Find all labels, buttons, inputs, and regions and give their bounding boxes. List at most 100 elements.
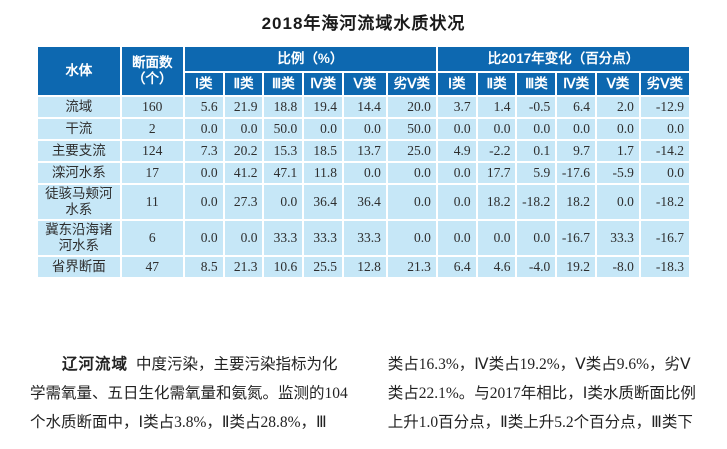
cell-num: 18.2 [475,183,518,221]
header-change-group: 比2017年变化（百分点） [435,45,692,73]
table-row: 流域 160 5.6 21.9 18.8 19.4 14.4 20.0 3.7 1.4 -0.5 6.… [36,95,692,119]
table-row: 干流 2 0.0 0.0 50.0 0.0 0.0 50.0 0.0 0.0 0.0 0.0 0.0 0.… [36,117,692,141]
cell-num: 0.0 [302,117,344,141]
text-line: 学需氧量、五日生化需氧量和氨氮。监测的104 [30,385,348,402]
cell-name: 流域 [36,95,122,119]
cell-num: 0.0 [182,117,225,141]
cell-num: 0.0 [515,117,558,141]
cell-num: 18.2 [555,183,598,221]
cell-num: 0.0 [385,219,438,257]
cell-num: -8.0 [595,255,641,279]
class-header-cell: 劣Ⅴ类 [638,71,692,97]
cell-num: 6.4 [435,255,478,279]
header-water-body: 水体 [36,45,122,97]
cell-num: 5.9 [515,161,558,185]
cell-num: 25.5 [302,255,344,279]
class-header-cell: Ⅱ类 [222,71,265,97]
cell-count: 124 [119,139,185,163]
cell-count: 11 [119,183,185,221]
bottom-paragraph: 辽河流域 中度污染，主要污染指标为化 学需氧量、五日生化需氧量和氨氮。监测的104 个… [30,350,700,437]
cell-name: 冀东沿海诸 河水系 [36,219,122,257]
cell-num: 36.4 [302,183,344,221]
cell-num: 20.0 [385,95,438,119]
cell-num: 27.3 [222,183,265,221]
cell-num: 50.0 [262,117,305,141]
cell-num: 0.0 [638,161,692,185]
class-header-cell: Ⅴ类 [342,71,388,97]
cell-num: 0.0 [435,161,478,185]
header-section-count: 断面数 （个） [119,45,185,97]
cell-num: 0.0 [555,117,598,141]
cell-num: 0.0 [475,117,518,141]
class-header-cell: Ⅳ类 [555,71,598,97]
cell-num: 0.0 [435,183,478,221]
cell-num: -18.3 [638,255,692,279]
paragraph-lead: 辽河流域 [62,356,129,373]
cell-num: 20.2 [222,139,265,163]
cell-num: -2.2 [475,139,518,163]
cell-num: 41.2 [222,161,265,185]
cell-num: 0.0 [595,117,641,141]
table-row: 省界断面 47 8.5 21.3 10.6 25.5 12.8 21.3 6.4 4.6 -4.0 1… [36,255,692,279]
class-header-cell: Ⅴ类 [595,71,641,97]
cell-num: 33.3 [262,219,305,257]
cell-num: 18.8 [262,95,305,119]
cell-num: 36.4 [342,183,388,221]
class-header-cell: Ⅳ类 [302,71,344,97]
cell-count: 17 [119,161,185,185]
table-header: 水体 断面数 （个） 比例（%） 比2017年变化（百分点） Ⅰ类 Ⅱ类 Ⅲ类 Ⅳ类 Ⅴ… [36,45,692,97]
cell-num: 21.3 [222,255,265,279]
class-header-cell: Ⅱ类 [475,71,518,97]
cell-num: 1.7 [595,139,641,163]
cell-num: 0.0 [342,161,388,185]
text-line: 辽河流域 中度污染，主要污染指标为化 [30,350,348,379]
table-row: 滦河水系 17 0.0 41.2 47.1 11.8 0.0 0.0 0.0 17.7 5.9 -17… [36,161,692,185]
table-body: 流域 160 5.6 21.9 18.8 19.4 14.4 20.0 3.7 1.4 -0.5 6.… [36,95,692,279]
cell-num: 19.4 [302,95,344,119]
cell-num: 0.0 [435,219,478,257]
class-header-cell: Ⅲ类 [262,71,305,97]
cell-num: 47.1 [262,161,305,185]
cell-num: -18.2 [515,183,558,221]
text-line: 上升1.0百分点，Ⅱ类上升5.2个百分点，Ⅲ类下 [387,414,693,431]
cell-num: -18.2 [638,183,692,221]
cell-num: 0.0 [595,183,641,221]
cell-num: -0.5 [515,95,558,119]
cell-num: 4.6 [475,255,518,279]
cell-name: 滦河水系 [36,161,122,185]
cell-count: 2 [119,117,185,141]
class-header-cell: Ⅲ类 [515,71,558,97]
cell-num: 0.0 [385,183,438,221]
cell-num: -14.2 [638,139,692,163]
cell-count: 47 [119,255,185,279]
cell-num: 17.7 [475,161,518,185]
cell-num: 18.5 [302,139,344,163]
class-header-cell: 劣Ⅴ类 [385,71,438,97]
cell-num: 14.4 [342,95,388,119]
cell-num: 15.3 [262,139,305,163]
cell-num: 6.4 [555,95,598,119]
cell-num: 0.0 [222,117,265,141]
cell-num: 12.8 [342,255,388,279]
cell-num: 0.0 [222,219,265,257]
cell-num: -4.0 [515,255,558,279]
cell-count: 160 [119,95,185,119]
cell-num: 5.6 [182,95,225,119]
header-proportion-group: 比例（%） [182,45,438,73]
cell-num: 8.5 [182,255,225,279]
cell-num: 11.8 [302,161,344,185]
table-row: 徒骇马颊河 水系 11 0.0 27.3 0.0 36.4 36.4 0.0 0.0 18.2 -1… [36,183,692,221]
text-line: 类占16.3%，Ⅳ类占19.2%，Ⅴ类占9.6%，劣Ⅴ [387,356,691,373]
cell-num: 10.6 [262,255,305,279]
cell-num: 25.0 [385,139,438,163]
cell-name: 省界断面 [36,255,122,279]
cell-num: 0.0 [342,117,388,141]
cell-num: -16.7 [555,219,598,257]
table-header-group-row: 水体 断面数 （个） 比例（%） 比2017年变化（百分点） [36,45,692,97]
cell-num: 1.4 [475,95,518,119]
cell-num: -12.9 [638,95,692,119]
cell-num: 2.0 [595,95,641,119]
text-column-right: 类占16.3%，Ⅳ类占19.2%，Ⅴ类占9.6%，劣Ⅴ 类占22.1%。与2017… [388,350,700,437]
cell-num: 13.7 [342,139,388,163]
cell-num: 33.3 [595,219,641,257]
